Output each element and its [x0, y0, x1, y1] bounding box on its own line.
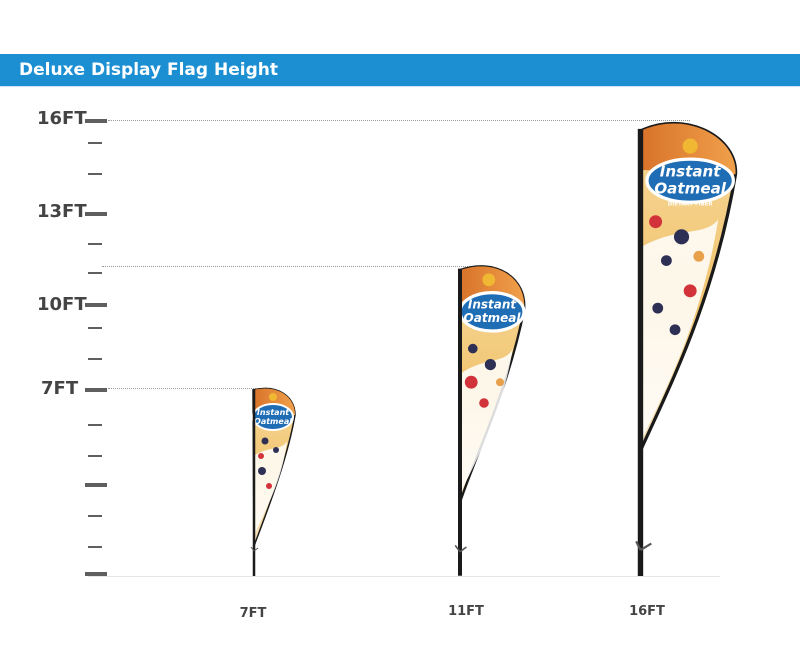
flag-label-16ft: 16FT: [629, 604, 665, 619]
reference-line-16ft: [108, 120, 690, 121]
scale-tick-minor: [88, 424, 102, 426]
scale-tick-minor: [88, 272, 102, 274]
scale-tick-minor: [88, 327, 102, 329]
page-title: Deluxe Display Flag Height: [19, 60, 278, 80]
flag-7ft-text-1: Instant: [257, 408, 290, 417]
scale-label-16ft: 16FT: [37, 108, 87, 129]
flag-7ft-illustration: Instant Oatmeal: [250, 387, 296, 576]
flag-16ft-text-1: Instant: [660, 162, 722, 180]
scale-tick-minor: [88, 173, 102, 175]
flag-11ft-illustration: Instant Oatmeal: [454, 265, 526, 576]
flag-11ft-text-2: Oatmeal: [464, 311, 522, 325]
scale-tick-major: [85, 212, 107, 216]
scale-tick-major: [85, 119, 107, 123]
scale-label-10ft: 10FT: [37, 294, 87, 315]
scale-tick-minor: [88, 515, 102, 517]
flag-label-7ft: 7FT: [239, 606, 267, 621]
scale-tick-minor: [88, 243, 102, 245]
reference-line-11ft: [102, 266, 482, 267]
flag-11ft-text-1: Instant: [468, 298, 518, 312]
title-bar: Deluxe Display Flag Height: [0, 54, 800, 86]
scale-tick-minor: [88, 546, 102, 548]
scale-tick-major: [85, 388, 107, 392]
scale-tick-minor: [88, 455, 102, 457]
scale-tick-major: [85, 483, 107, 487]
scale-tick-minor: [88, 142, 102, 144]
scale-tick-major: [85, 303, 107, 307]
scale-tick-major: [85, 572, 107, 576]
flag-label-11ft: 11FT: [448, 604, 484, 619]
scale-tick-minor: [88, 358, 102, 360]
reference-line-7ft: [108, 388, 268, 389]
flag-16ft-text-2: Oatmeal: [654, 180, 726, 198]
title-divider: [0, 86, 800, 87]
scale-label-7ft: 7FT: [41, 378, 79, 399]
ground-baseline: [88, 576, 720, 577]
flag-7ft-text-2: Oatmeal: [254, 417, 292, 426]
flag-16ft-illustration: Instant Oatmeal DIETARY FIBER: [635, 121, 738, 576]
scale-label-13ft: 13FT: [37, 201, 87, 222]
flag-16ft-tagline: DIETARY FIBER: [668, 202, 714, 208]
